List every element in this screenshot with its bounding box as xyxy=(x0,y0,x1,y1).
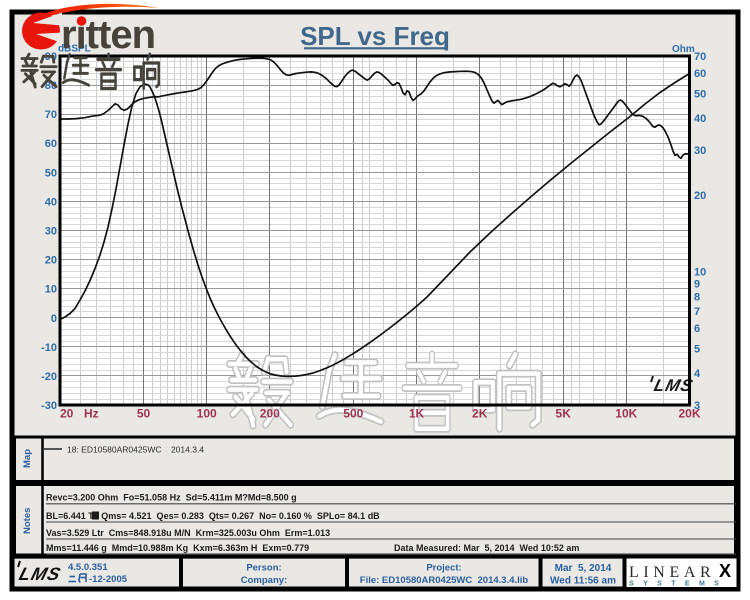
svg-text:3: 3 xyxy=(694,400,700,412)
svg-text:-12-2005: -12-2005 xyxy=(89,574,128,585)
svg-text:5: 5 xyxy=(694,343,700,355)
svg-text:Map: Map xyxy=(22,449,33,468)
svg-text:100: 100 xyxy=(197,407,217,421)
svg-text:30: 30 xyxy=(45,226,57,238)
svg-text:Mar 5, 2014: Mar 5, 2014 xyxy=(555,563,612,574)
svg-text:9: 9 xyxy=(694,278,700,290)
svg-text:Hz: Hz xyxy=(84,407,99,421)
svg-text:LMS: LMS xyxy=(17,563,64,584)
svg-text:500: 500 xyxy=(343,407,363,421)
svg-text:10K: 10K xyxy=(615,407,637,421)
svg-text:Mms=11.446 g Mmd=10.988m Kg: Mms=11.446 g Mmd=10.988m Kg Kxm=6.363m H… xyxy=(46,543,309,553)
svg-text:50: 50 xyxy=(45,167,57,179)
svg-text:30: 30 xyxy=(694,145,706,157)
svg-text:200: 200 xyxy=(260,407,280,421)
svg-text:Data Measured: Mar 5, 2014 W: Data Measured: Mar 5, 2014 Wed 10:52 am xyxy=(394,543,579,553)
svg-text:-30: -30 xyxy=(41,400,57,412)
svg-text:40: 40 xyxy=(45,196,57,208)
svg-text:5K: 5K xyxy=(556,407,572,421)
svg-text:X: X xyxy=(719,561,731,581)
svg-text:20: 20 xyxy=(60,407,74,421)
svg-text:SPL vs Freq: SPL vs Freq xyxy=(300,21,450,51)
svg-text:Wed 11:56 am: Wed 11:56 am xyxy=(550,576,616,587)
svg-text:Ohm: Ohm xyxy=(672,44,695,55)
svg-text:Company:: Company: xyxy=(241,575,287,586)
svg-text:-20: -20 xyxy=(41,371,57,383)
svg-text:70: 70 xyxy=(694,51,706,63)
svg-text:60: 60 xyxy=(694,68,706,80)
svg-text:1K: 1K xyxy=(409,407,425,421)
svg-text:LMS: LMS xyxy=(652,375,696,395)
svg-text:Revc=3.200 Ohm Fo=51.058 Hz: Revc=3.200 Ohm Fo=51.058 Hz Sd=5.411m M?… xyxy=(46,493,297,503)
svg-text:50: 50 xyxy=(137,407,151,421)
svg-text:10: 10 xyxy=(45,284,57,296)
svg-text:-10: -10 xyxy=(41,342,57,354)
svg-text:0: 0 xyxy=(51,313,57,325)
svg-text:Vas=3.529 Ltr Cms=848.918u M/: Vas=3.529 Ltr Cms=848.918u M/N Krm=325.0… xyxy=(46,528,330,538)
svg-text:70: 70 xyxy=(45,109,57,121)
svg-text:Person:: Person: xyxy=(246,563,281,574)
svg-text:File: ED10580AR0425WC 2014.3.: File: ED10580AR0425WC 2014.3.4.lib xyxy=(360,575,529,586)
svg-text:8: 8 xyxy=(694,291,700,303)
svg-text:7: 7 xyxy=(694,306,700,318)
svg-text:4.5.0.351: 4.5.0.351 xyxy=(68,562,108,573)
svg-text:6: 6 xyxy=(694,323,700,335)
svg-text:20K: 20K xyxy=(678,407,700,421)
svg-text:4: 4 xyxy=(694,368,701,380)
svg-text:SYSTEMS: SYSTEMS xyxy=(629,581,728,588)
svg-text:ritten: ritten xyxy=(61,13,155,57)
svg-text:18: ED10580AR0425WC 2014.3.: 18: ED10580AR0425WC 2014.3.4 xyxy=(67,445,204,455)
svg-text:60: 60 xyxy=(45,138,57,150)
svg-text:40: 40 xyxy=(694,113,706,125)
svg-text:BL=6.441 T Qms= 4.521 Qes=: BL=6.441 T Qms= 4.521 Qes= 0.283 Qts= 0.… xyxy=(46,511,380,521)
svg-text:dBSPL: dBSPL xyxy=(58,44,91,55)
svg-text:Notes: Notes xyxy=(22,508,33,534)
svg-text:50: 50 xyxy=(694,88,706,100)
svg-text:20: 20 xyxy=(45,255,57,267)
svg-text:20: 20 xyxy=(694,190,706,202)
svg-text:10: 10 xyxy=(694,267,706,279)
svg-text:Project:: Project: xyxy=(426,563,461,574)
svg-text:2K: 2K xyxy=(472,407,488,421)
svg-text:LINEAR: LINEAR xyxy=(629,564,715,581)
